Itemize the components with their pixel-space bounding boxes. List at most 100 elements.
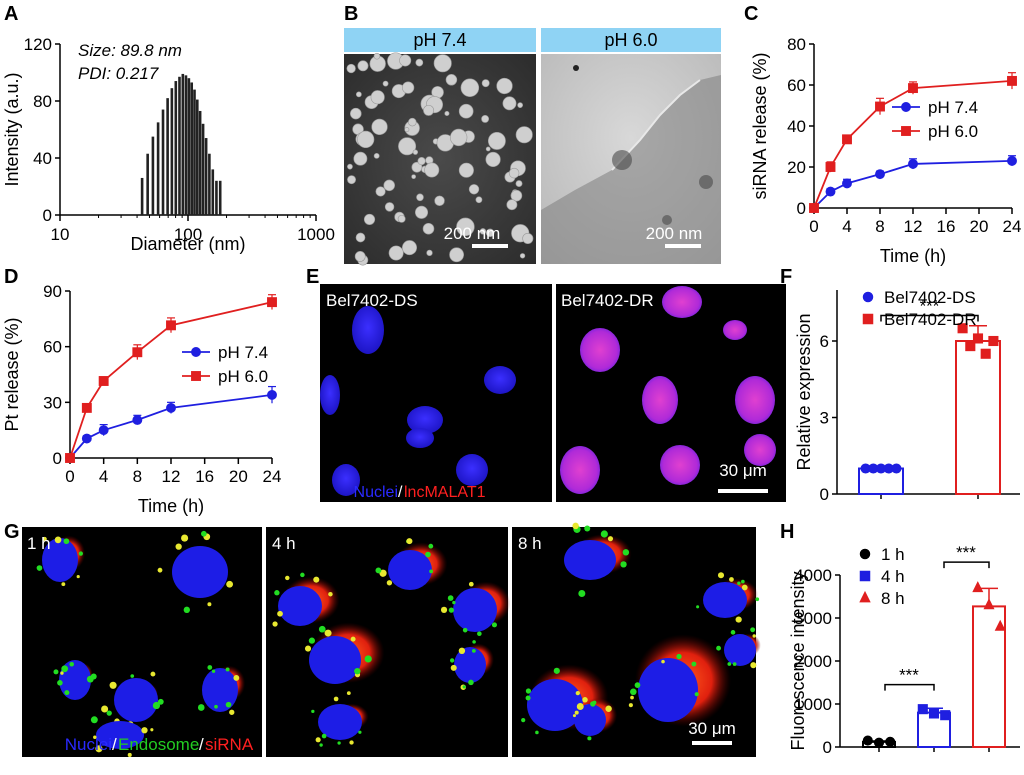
nucleus-ds [332, 464, 360, 496]
endosome-spot [449, 658, 455, 663]
nanoparticle [496, 77, 513, 95]
endosome-spot [471, 648, 476, 653]
endosome-spot [605, 705, 612, 713]
nanoparticle [502, 96, 517, 111]
endosome-spot [587, 736, 592, 741]
endosome-spot [311, 709, 315, 714]
chart-f-ytick-label: 0 [820, 485, 829, 504]
nanoparticle [355, 91, 362, 98]
endosome-spot [468, 679, 474, 686]
chart-c-y-axis-label: siRNA release (%) [750, 52, 770, 199]
chart-h-legend-marker [859, 570, 871, 582]
endosome-spot [57, 680, 63, 686]
endosome-spot [406, 538, 413, 545]
nanoparticle [515, 126, 533, 144]
endosome-spot [696, 605, 700, 609]
endosome-spot [447, 595, 454, 601]
endosome-spot [277, 610, 283, 617]
endosome-spot [150, 671, 156, 677]
chart-h-ytick-label: 1000 [794, 695, 832, 714]
chart-h-legend-label: 1 h [881, 545, 905, 564]
chart-c-xtick-label: 12 [904, 217, 923, 236]
chart-h-data-point [862, 735, 873, 746]
endosome-spot [661, 659, 665, 664]
endosome-spot [69, 661, 74, 667]
chart-h-data-point [928, 708, 940, 719]
nanoparticle [415, 58, 424, 67]
chart-d-ytick-label: 0 [53, 449, 62, 468]
endosome-spot [76, 574, 80, 579]
chart-h-ytick-label: 3000 [794, 609, 832, 628]
nucleus-dr [662, 286, 702, 318]
endosome-spot [64, 690, 70, 696]
nucleus-ds [407, 406, 443, 434]
stain-label-nuclei-g: Nuclei [65, 735, 112, 754]
nanoparticle [411, 161, 423, 173]
nucleus-dr [744, 434, 776, 466]
chart-h-legend-marker [859, 590, 871, 603]
endosome-spot [53, 669, 59, 675]
nucleus-ds [484, 366, 516, 394]
stain-slash-g1: / [112, 735, 117, 754]
nanoparticle [422, 222, 435, 235]
endosome-spot [737, 581, 741, 585]
chart-h-legend-label: 4 h [881, 567, 905, 586]
endosome-spot [634, 682, 641, 688]
nanoparticle [350, 107, 362, 120]
endosome-spot [425, 551, 431, 558]
chart-f-significance-label: *** [920, 297, 940, 316]
stain-label-endosome: Endosome [118, 735, 199, 754]
nanoparticle [353, 151, 368, 166]
chart-c-legend-marker [901, 102, 911, 112]
nanoparticle [468, 184, 480, 195]
endosome-spot [93, 735, 97, 740]
endosome-spot [63, 538, 70, 545]
chart-c-xtick-label: 20 [970, 217, 989, 236]
endosome-spot [462, 685, 466, 689]
endosome-spot [130, 674, 135, 678]
endosome-spot [285, 575, 290, 581]
chart-d-data-point [98, 376, 109, 386]
nanoparticle [383, 179, 395, 192]
cell-nucleus [564, 540, 616, 580]
nanoparticle [417, 156, 426, 166]
endosome-spot [750, 662, 757, 669]
nucleus-ds [320, 375, 340, 415]
nanoparticle [375, 186, 386, 197]
nanoparticle [458, 103, 474, 119]
endosome-spot [321, 733, 327, 739]
nanoparticle [433, 54, 452, 73]
chart-h: 0 1000 2000 3000 4000 1 h 4 h 8 h Fluorescence i… [788, 543, 1020, 757]
endosome-spot [750, 627, 756, 633]
nanoparticle [346, 63, 356, 74]
endosome-spot [727, 662, 732, 666]
chart-d-ytick-label: 90 [43, 282, 62, 301]
endosome-spot [54, 536, 62, 544]
histogram-bar [184, 75, 188, 215]
nanoparticle [412, 149, 419, 155]
nanoparticle [444, 110, 450, 116]
chart-c-xtick-label: 0 [809, 217, 818, 236]
chart-h-data-point [873, 737, 885, 748]
cell-nucleus [724, 634, 756, 666]
nucleus-dr [660, 445, 700, 485]
nucleus-dr [580, 328, 620, 372]
nucleus-ds [406, 428, 434, 448]
chart-h-data-point [983, 598, 995, 610]
histogram-bar [204, 138, 208, 215]
nanoparticle [373, 52, 381, 60]
nanoparticle [388, 245, 404, 261]
endosome-spot [755, 597, 760, 602]
chart-a-ytick-label: 0 [43, 206, 52, 225]
chart-c-legend-marker [901, 126, 911, 136]
endosome-spot [90, 716, 98, 724]
chart-d-xtick-label: 4 [99, 467, 108, 486]
nanoparticle [522, 232, 534, 245]
endosome-spot [337, 741, 341, 745]
nanoparticle [357, 130, 375, 149]
chart-d-legend-label: pH 6.0 [218, 367, 268, 386]
nucleus-dr [560, 446, 600, 494]
histogram-bar [166, 98, 169, 215]
chart-d-xtick-label: 12 [162, 467, 181, 486]
panel-label-b: B [344, 3, 358, 25]
